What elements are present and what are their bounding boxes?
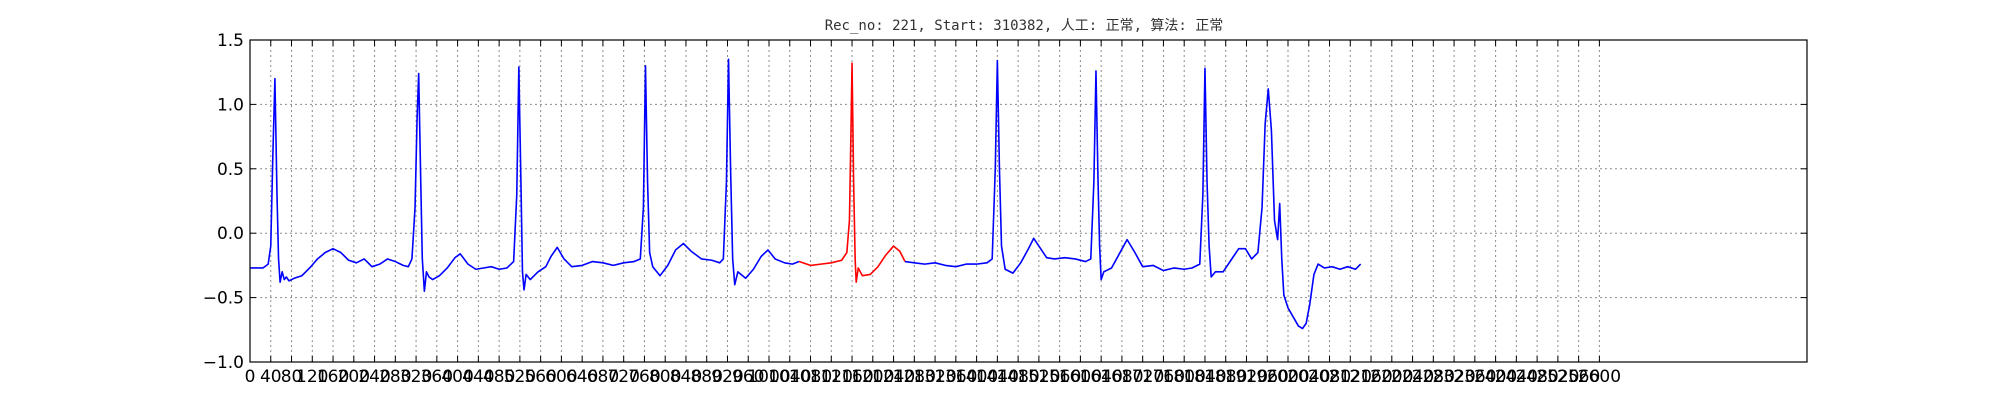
x-tick-label: 2200 bbox=[1370, 367, 1413, 387]
x-tick-label: 2400 bbox=[1474, 367, 1517, 387]
x-tick-label: 1800 bbox=[1163, 367, 1206, 387]
x-tick-label: 1480 bbox=[996, 367, 1039, 387]
x-tick-label: 1840 bbox=[1183, 367, 1226, 387]
chart-title: Rec_no: 221, Start: 310382, 人工: 正常, 算法: … bbox=[825, 18, 1224, 34]
x-tick-label: 760 bbox=[628, 367, 660, 387]
x-tick-label: 280 bbox=[379, 367, 411, 387]
axis-ticks bbox=[249, 39, 1807, 363]
x-tick-label: 440 bbox=[462, 367, 494, 387]
x-tick-label: 800 bbox=[649, 367, 681, 387]
x-tick-label: 680 bbox=[587, 367, 619, 387]
x-tick-label: 0 bbox=[245, 367, 256, 387]
x-tick-label: 120 bbox=[296, 367, 328, 387]
x-tick-label: 2000 bbox=[1266, 367, 1309, 387]
x-tick-label: 2560 bbox=[1557, 367, 1600, 387]
x-tick-label: 2160 bbox=[1349, 367, 1392, 387]
x-tick-label: 1080 bbox=[789, 367, 832, 387]
x-tick-label: 1440 bbox=[976, 367, 1019, 387]
x-tick-label: 400 bbox=[441, 367, 473, 387]
x-tick-label: 2080 bbox=[1308, 367, 1351, 387]
x-tick-label: 560 bbox=[524, 367, 556, 387]
x-tick-label: 1160 bbox=[830, 367, 873, 387]
x-tick-label: 1560 bbox=[1038, 367, 1081, 387]
x-tick-label: 2440 bbox=[1495, 367, 1538, 387]
y-tick-label: 1.0 bbox=[217, 95, 244, 115]
x-tick-label: 720 bbox=[607, 367, 639, 387]
y-axis-tick-labels: 1.5 1.0 0.5 0.0 −0.5 −1.0 bbox=[203, 31, 244, 373]
x-tick-label: 880 bbox=[690, 367, 722, 387]
x-tick-label: 640 bbox=[566, 367, 598, 387]
x-tick-label: 1040 bbox=[768, 367, 811, 387]
ecg-trace-segment bbox=[904, 59, 1362, 330]
x-tick-label: 2320 bbox=[1432, 367, 1475, 387]
x-tick-label: 960 bbox=[732, 367, 764, 387]
ecg-series bbox=[250, 58, 1362, 330]
x-tick-label: 1680 bbox=[1100, 367, 1143, 387]
x-tick-label: 1520 bbox=[1017, 367, 1060, 387]
x-tick-label: 1200 bbox=[851, 367, 894, 387]
x-tick-label: 480 bbox=[483, 367, 515, 387]
x-tick-label: 320 bbox=[400, 367, 432, 387]
x-tick-label: 200 bbox=[338, 367, 370, 387]
y-tick-label: 0.5 bbox=[217, 160, 244, 180]
x-tick-label: 80 bbox=[281, 367, 303, 387]
ecg-trace-segment bbox=[250, 58, 800, 292]
x-tick-label: 1360 bbox=[934, 367, 977, 387]
x-tick-label: 1120 bbox=[810, 367, 853, 387]
x-tick-label: 2600 bbox=[1578, 367, 1621, 387]
x-tick-label: 1600 bbox=[1059, 367, 1102, 387]
x-tick-label: 600 bbox=[545, 367, 577, 387]
x-tick-label: 1880 bbox=[1204, 367, 1247, 387]
y-tick-label: 0.0 bbox=[217, 224, 244, 244]
x-tick-label: 1760 bbox=[1142, 367, 1185, 387]
x-tick-label: 840 bbox=[670, 367, 702, 387]
x-tick-label: 2520 bbox=[1536, 367, 1579, 387]
x-tick-label: 1920 bbox=[1225, 367, 1268, 387]
x-tick-label: 1400 bbox=[955, 367, 998, 387]
x-tick-label: 1240 bbox=[872, 367, 915, 387]
x-axis-tick-labels: 0 40 8012016020024028032036040044048052056… bbox=[245, 367, 1621, 387]
x-tick-label: 1720 bbox=[1121, 367, 1164, 387]
x-tick-label: 1280 bbox=[893, 367, 936, 387]
x-tick-label: 2280 bbox=[1412, 367, 1455, 387]
x-tick-label: 2040 bbox=[1287, 367, 1330, 387]
x-tick-label: 520 bbox=[504, 367, 536, 387]
x-tick-label: 920 bbox=[711, 367, 743, 387]
plot-frame bbox=[249, 39, 1808, 363]
x-tick-label: 2360 bbox=[1453, 367, 1496, 387]
x-tick-label: 1640 bbox=[1080, 367, 1123, 387]
y-tick-label: −1.0 bbox=[203, 353, 244, 373]
x-tick-label: 2480 bbox=[1515, 367, 1558, 387]
x-tick-label: 1960 bbox=[1246, 367, 1289, 387]
y-tick-label: 1.5 bbox=[217, 31, 244, 51]
grid-lines bbox=[250, 40, 1807, 362]
y-tick-label: −0.5 bbox=[203, 289, 244, 309]
x-tick-label: 240 bbox=[358, 367, 390, 387]
x-tick-label: 360 bbox=[421, 367, 453, 387]
x-tick-label: 40 bbox=[260, 367, 282, 387]
x-tick-label: 160 bbox=[317, 367, 349, 387]
x-tick-label: 2240 bbox=[1391, 367, 1434, 387]
x-tick-label: 1000 bbox=[747, 367, 790, 387]
x-tick-label: 2120 bbox=[1329, 367, 1372, 387]
x-tick-label: 1320 bbox=[913, 367, 956, 387]
highlighted-beat-segment bbox=[798, 62, 906, 283]
